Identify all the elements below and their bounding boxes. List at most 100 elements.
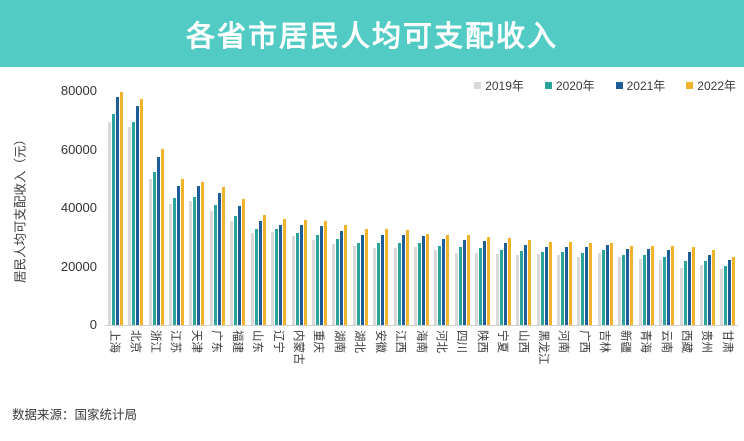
legend-item: 2019年 [474,77,524,94]
x-tick-label: 山东 [251,330,264,353]
x-tick-label: 青海 [639,330,652,353]
bar [711,250,715,325]
x-tick-label: 河南 [557,330,570,353]
x-label-cell: 河北 [432,327,452,393]
bar [156,156,160,325]
x-label-cell: 广东 [207,327,227,393]
bar [405,230,409,325]
x-label-cell: 四川 [452,327,472,393]
bar-group [391,91,411,325]
bar [446,234,450,325]
x-label-cell: 江西 [391,327,411,393]
x-label-cell: 山西 [513,327,533,393]
x-tick-label: 辽宁 [271,330,284,353]
legend-label: 2019年 [485,78,524,93]
bar [475,252,479,325]
bar-group [166,91,186,325]
bar-group [677,91,697,325]
x-tick-label: 黑龙江 [537,330,550,365]
bar [111,113,115,325]
x-label-cell: 内蒙古 [289,327,309,393]
bar [364,228,368,325]
bar [234,216,238,325]
x-label-cell: 北京 [125,327,145,393]
x-label-cell: 宁夏 [493,327,513,393]
legend-item: 2022年 [686,77,736,94]
x-tick-label: 甘肃 [720,330,733,353]
x-tick-label: 海南 [414,330,427,353]
bar [230,220,234,325]
x-label-cell: 湖南 [330,327,350,393]
bar-group [207,91,227,325]
x-tick-label: 宁夏 [496,330,509,353]
bar [544,247,548,325]
bar-group [105,91,125,325]
legend-label: 2021年 [626,78,666,93]
y-tick-label: 40000 [60,200,97,215]
data-source-note: 数据来源：国家统计局 [12,408,138,422]
x-label-cell: 海南 [411,327,431,393]
bar [250,232,254,325]
bar [160,148,164,325]
x-tick-label: 广东 [210,330,223,353]
bar [577,256,581,325]
bar [422,235,426,325]
bar [483,241,487,325]
bar [193,196,197,325]
legend-item: 2020年 [544,77,595,94]
x-tick-label: 湖北 [353,330,366,353]
bar [336,239,340,325]
x-tick-label: 云南 [659,330,672,353]
bar-group [636,91,656,325]
bar-group [228,91,248,325]
bar-group [534,91,554,325]
x-tick-label: 浙江 [149,330,162,353]
x-tick-label: 四川 [455,330,468,353]
bar-group [432,91,452,325]
bar [291,235,295,325]
legend-swatch-icon [544,81,552,89]
x-label-cell: 湖北 [350,327,370,393]
x-tick-label: 重庆 [312,330,325,353]
bar [679,267,683,325]
x-tick-label: 湖南 [332,330,345,353]
legend: 2019年 2020年 2021年 2022年 [474,77,736,93]
bar [609,243,613,325]
bar [201,181,205,325]
x-tick-label: 江苏 [169,330,182,353]
bar-group [697,91,717,325]
bar [499,249,503,325]
legend-label: 2020年 [555,78,595,93]
bar [115,96,119,325]
x-label-cell: 江苏 [166,327,186,393]
bar [340,231,344,325]
bar-group [595,91,615,325]
x-label-cell: 福建 [228,327,248,393]
bar [295,232,299,325]
x-tick-label: 新疆 [618,330,631,353]
bar [279,225,283,325]
bar [728,260,732,325]
bar-group [616,91,636,325]
bar [414,246,418,325]
x-tick-label: 山西 [516,330,529,353]
bar [495,253,499,325]
bar-group [146,91,166,325]
x-tick-label: 西藏 [680,330,693,353]
bar [197,186,201,325]
bar [275,229,279,325]
bar [283,219,287,325]
bar-group [187,91,207,325]
bar [299,225,303,325]
x-tick-label: 河北 [434,330,447,353]
bar [528,239,532,325]
bar [560,252,564,325]
bar [601,249,605,325]
bar [319,226,323,325]
bar [254,228,258,325]
bar [438,245,442,325]
bar-group [575,91,595,325]
legend-swatch-icon [615,81,623,89]
bar [703,261,707,325]
bar [152,171,156,325]
